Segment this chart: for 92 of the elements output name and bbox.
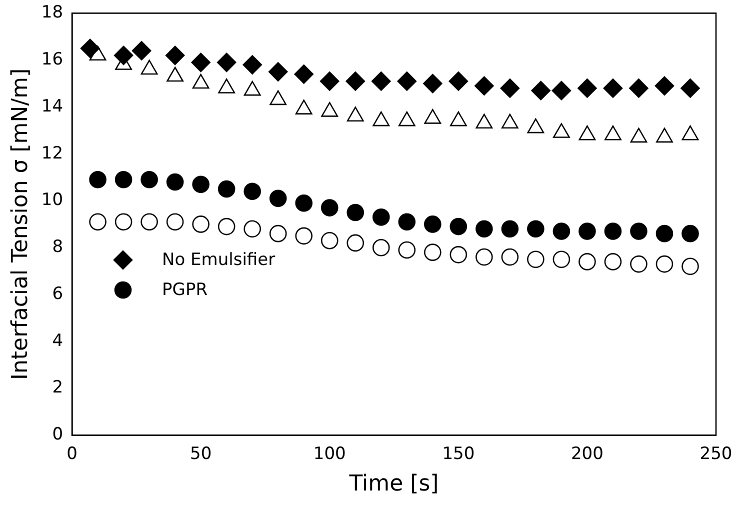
point <box>629 78 648 98</box>
point <box>371 72 391 91</box>
point <box>448 72 468 91</box>
point <box>166 213 184 231</box>
point <box>140 213 158 231</box>
y-axis-title: Interfacial Tension σ [mN/m] <box>8 68 33 380</box>
y-tick-label: 12 <box>41 143 64 164</box>
point <box>216 52 236 72</box>
point <box>656 255 674 273</box>
point <box>423 74 442 94</box>
point <box>269 224 287 242</box>
point <box>424 216 442 233</box>
point <box>269 190 287 208</box>
y-tick-label: 4 <box>52 330 64 351</box>
x-axis-title: Time [s] <box>348 472 439 497</box>
x-tick-label: 250 <box>700 444 732 464</box>
point <box>294 64 314 84</box>
point <box>501 248 519 266</box>
point <box>474 76 494 96</box>
point <box>578 78 597 98</box>
point <box>114 46 134 66</box>
legend-label: PGPR <box>162 280 208 300</box>
y-tick-label: 0 <box>52 424 64 445</box>
point <box>244 220 261 238</box>
point <box>192 176 210 193</box>
point <box>500 78 520 98</box>
point <box>654 76 674 96</box>
point <box>630 255 648 273</box>
point <box>527 220 544 238</box>
y-tick-label: 18 <box>41 2 64 23</box>
point <box>552 80 572 100</box>
point <box>268 62 288 82</box>
point <box>166 173 184 191</box>
y-tick-label: 2 <box>52 378 64 398</box>
point <box>527 250 544 268</box>
point <box>114 171 132 188</box>
point <box>476 248 493 266</box>
point <box>244 182 261 200</box>
point <box>531 80 550 100</box>
point <box>218 180 236 198</box>
point <box>552 222 570 240</box>
point <box>450 218 468 236</box>
point <box>346 234 364 252</box>
x-tick-label: 50 <box>190 444 212 464</box>
point <box>320 232 338 250</box>
point <box>398 213 416 231</box>
y-tick-label: 8 <box>52 237 64 258</box>
point <box>320 72 340 91</box>
point <box>603 78 623 98</box>
point <box>114 213 132 231</box>
point <box>501 220 519 238</box>
point <box>346 204 364 222</box>
point <box>398 241 416 259</box>
point <box>89 213 106 231</box>
point <box>630 222 648 240</box>
point <box>218 218 236 236</box>
point <box>682 258 699 276</box>
point <box>450 246 468 264</box>
point <box>242 55 262 74</box>
x-tick-label: 100 <box>313 444 346 464</box>
point <box>80 38 100 58</box>
point <box>132 41 152 60</box>
point <box>140 171 158 188</box>
point <box>656 224 674 242</box>
y-tick-label: 6 <box>52 284 64 304</box>
y-tick-label: 10 <box>41 190 64 210</box>
point <box>295 227 313 245</box>
point <box>397 72 417 91</box>
x-tick-label: 0 <box>66 444 78 464</box>
point <box>191 52 210 72</box>
point <box>372 208 390 226</box>
legend-label: No Emulsifier <box>162 250 276 270</box>
point <box>578 253 596 270</box>
x-tick-label: 150 <box>442 444 475 464</box>
point <box>89 171 106 188</box>
point <box>372 238 390 256</box>
point <box>192 216 210 233</box>
point <box>682 224 699 242</box>
point <box>578 222 596 240</box>
point <box>476 220 493 238</box>
point <box>604 253 622 270</box>
y-tick-label: 16 <box>41 50 64 70</box>
y-tick-label: 14 <box>41 96 64 116</box>
x-tick-label: 200 <box>570 444 604 464</box>
point <box>424 244 442 261</box>
point <box>552 250 570 268</box>
point <box>680 78 700 98</box>
point <box>320 199 338 216</box>
point <box>295 194 313 212</box>
point <box>346 72 366 91</box>
point <box>165 46 185 66</box>
point <box>604 222 622 240</box>
